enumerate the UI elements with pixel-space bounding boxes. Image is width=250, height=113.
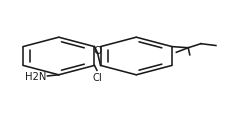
Text: O: O bbox=[93, 45, 102, 55]
Text: H2N: H2N bbox=[25, 71, 46, 81]
Text: Cl: Cl bbox=[92, 72, 102, 82]
